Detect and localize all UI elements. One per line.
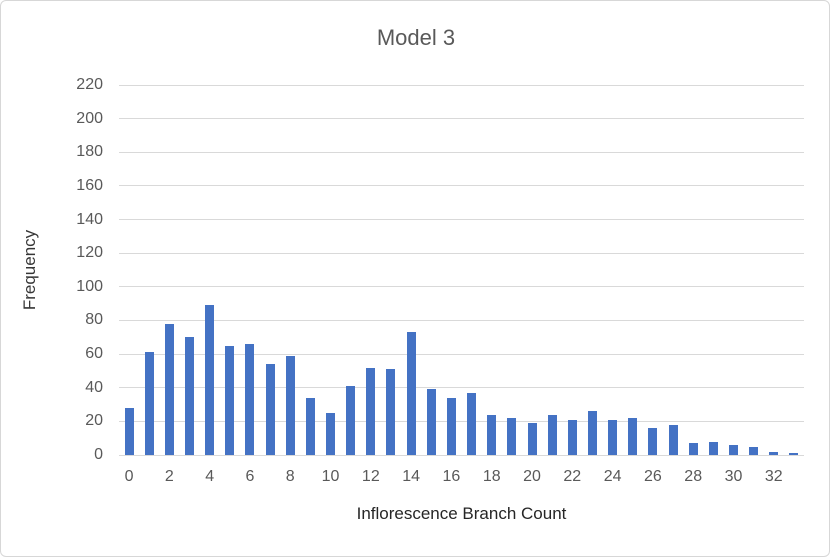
x-tick-label-4: 4	[205, 468, 215, 485]
x-axis-title: Inflorescence Branch Count	[356, 504, 567, 523]
gridline-y-120	[119, 252, 804, 254]
y-tick-label-20: 20	[85, 412, 103, 430]
y-axis-tick-labels: 0 20 40 60 80 100 120 140 160 180 200 220	[41, 76, 103, 463]
y-tick-label-40: 40	[85, 378, 103, 396]
gridline-y-40	[119, 387, 804, 389]
gridline-y-60	[119, 353, 804, 355]
x-tick-label-0: 0	[124, 468, 134, 485]
bar-x33	[789, 453, 799, 455]
bar-x32	[769, 451, 779, 455]
bar-x20	[527, 423, 537, 455]
x-axis-tick-labels: 0 2 4 6 8 10 12 14 16 18 20 22 24 26 28 30 32	[119, 468, 804, 490]
bar-x24	[608, 419, 618, 455]
x-tick-label-30: 30	[724, 468, 743, 485]
bar-x28	[688, 443, 698, 455]
bar-x5	[225, 345, 235, 455]
y-tick-label-180: 180	[76, 143, 103, 161]
gridline-y-0	[119, 454, 804, 456]
y-axis-title-text: Frequency	[20, 229, 40, 311]
bar-x25	[628, 418, 638, 455]
gridline-y-140	[119, 219, 804, 221]
x-tick-label-14: 14	[402, 468, 421, 485]
x-tick-label-2: 2	[164, 468, 174, 485]
bar-x18	[487, 414, 497, 455]
x-tick-label-32: 32	[764, 468, 783, 485]
x-tick-label-12: 12	[361, 468, 380, 485]
y-tick-label-200: 200	[76, 109, 103, 127]
x-tick-label-20: 20	[523, 468, 541, 485]
bar-x4	[205, 305, 215, 455]
bar-x12	[366, 367, 376, 455]
gridline-y-100	[119, 286, 804, 288]
bar-x3	[185, 337, 194, 455]
x-tick-label-10: 10	[321, 468, 340, 485]
bar-x30	[728, 444, 738, 455]
x-tick-label-16: 16	[442, 468, 461, 485]
bar-x29	[708, 441, 718, 455]
y-tick-label-160: 160	[76, 176, 103, 194]
x-tick-label-26: 26	[643, 468, 662, 485]
bar-x11	[346, 386, 356, 455]
bar-x22	[567, 419, 577, 455]
plot-area	[119, 84, 804, 456]
y-tick-label-60: 60	[85, 345, 103, 363]
bar-x31	[749, 446, 759, 455]
bar-x26	[648, 428, 658, 455]
y-tick-label-220: 220	[76, 76, 103, 93]
bar-x23	[587, 411, 597, 455]
x-tick-label-28: 28	[684, 468, 703, 485]
x-tick-label-22: 22	[563, 468, 582, 485]
y-tick-label-100: 100	[76, 277, 103, 295]
bar-x27	[668, 424, 678, 455]
bar-x0	[124, 407, 134, 455]
y-tick-label-120: 120	[76, 244, 103, 262]
gridline-y-180	[119, 151, 804, 153]
bar-x6	[245, 344, 255, 455]
x-tick-label-18: 18	[482, 468, 501, 485]
gridline-y-160	[119, 185, 804, 187]
bar-x8	[285, 355, 295, 455]
x-tick-label-8: 8	[285, 468, 295, 485]
y-tick-label-140: 140	[76, 210, 103, 228]
chart-title: Model 3	[376, 25, 456, 50]
bar-x16	[446, 397, 456, 455]
gridline-y-20	[119, 420, 804, 422]
bar-x10	[326, 412, 336, 455]
gridline-y-80	[119, 319, 804, 321]
bar-x2	[164, 323, 174, 455]
x-tick-label-6: 6	[245, 468, 255, 485]
bar-x1	[144, 352, 154, 455]
bar-x15	[426, 389, 436, 455]
bar-x21	[547, 414, 557, 455]
y-tick-label-80: 80	[85, 311, 103, 329]
x-tick-label-24: 24	[603, 468, 622, 485]
bar-x7	[265, 364, 275, 455]
bar-x9	[305, 397, 315, 455]
gridline-y-200	[119, 118, 804, 120]
bar-x14	[406, 332, 416, 455]
bar-x13	[386, 369, 396, 455]
bar-x19	[507, 418, 517, 455]
bar-x17	[467, 392, 477, 455]
gridline-y-220	[119, 84, 804, 86]
y-tick-label-0: 0	[94, 446, 103, 463]
